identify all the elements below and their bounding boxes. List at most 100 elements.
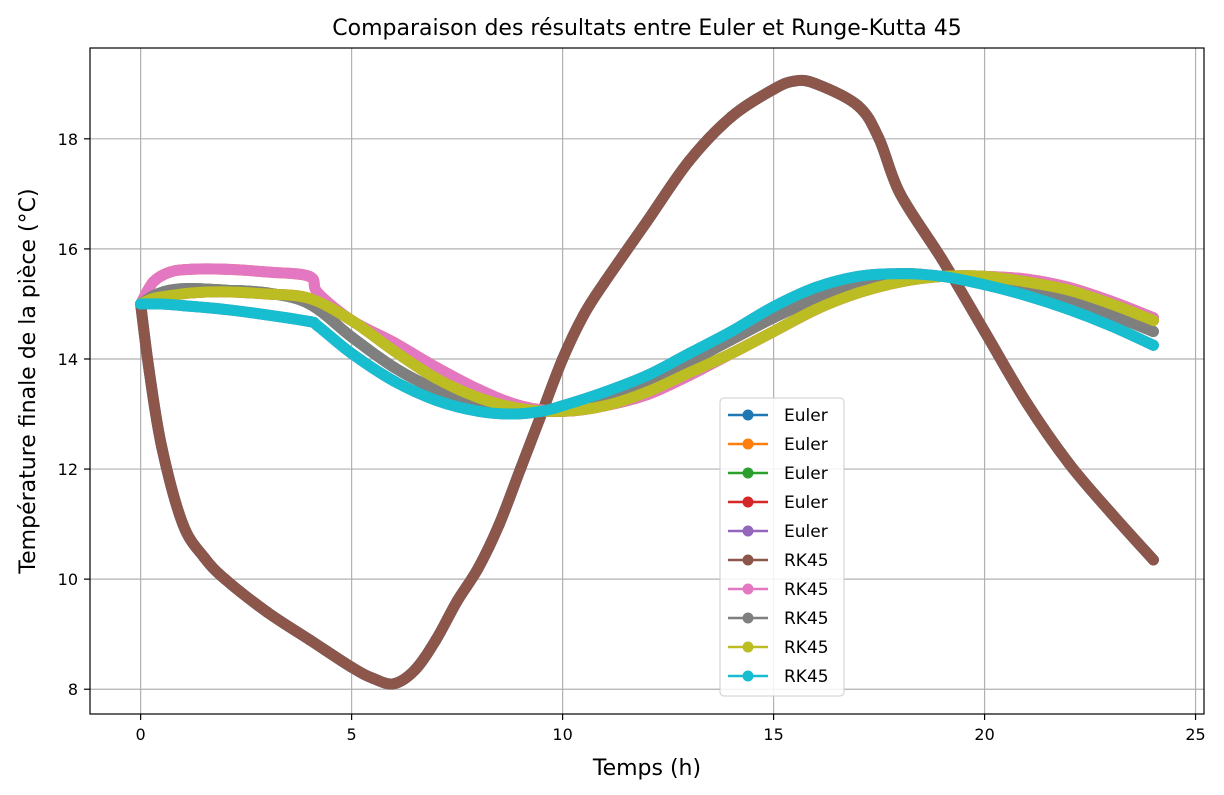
data-point xyxy=(852,270,864,282)
data-point xyxy=(1105,320,1117,332)
legend-swatch-marker xyxy=(742,641,754,653)
data-point xyxy=(261,309,273,321)
data-point xyxy=(1021,276,1033,288)
data-point xyxy=(1021,290,1033,302)
legend-swatch-marker xyxy=(742,409,754,421)
series-line xyxy=(135,268,1159,420)
data-point xyxy=(430,394,442,406)
x-tick-label: 0 xyxy=(136,725,146,744)
data-point xyxy=(1105,507,1117,519)
data-point xyxy=(1105,309,1117,321)
legend-entry: RK45 xyxy=(728,609,829,629)
legend-label: Euler xyxy=(784,493,828,513)
data-point xyxy=(303,316,315,328)
data-point xyxy=(164,266,176,278)
data-point xyxy=(1105,298,1117,310)
data-point xyxy=(346,661,358,673)
data-point xyxy=(451,595,463,607)
data-point xyxy=(472,562,484,574)
data-point xyxy=(894,188,906,200)
data-point xyxy=(1147,339,1159,351)
data-point xyxy=(388,345,400,357)
data-point xyxy=(768,301,780,313)
data-point xyxy=(177,300,189,312)
data-point xyxy=(346,331,358,343)
data-point xyxy=(147,276,159,288)
data-point xyxy=(409,664,421,676)
legend-entry: Euler xyxy=(728,435,828,455)
data-point xyxy=(578,309,590,321)
data-point xyxy=(493,518,505,530)
data-point xyxy=(430,634,442,646)
data-point xyxy=(852,100,864,112)
legend-label: Euler xyxy=(784,406,828,426)
x-tick-label: 10 xyxy=(552,725,572,744)
data-point xyxy=(219,303,231,315)
x-tick-label: 25 xyxy=(1185,725,1205,744)
data-point xyxy=(346,314,358,326)
series-9-rk45 xyxy=(135,268,1159,420)
data-point xyxy=(536,405,548,417)
data-point xyxy=(683,155,695,167)
series-5-rk45 xyxy=(135,74,1159,690)
data-point xyxy=(219,286,231,298)
data-point xyxy=(312,320,324,332)
data-point xyxy=(198,551,210,563)
legend-entry: Euler xyxy=(728,522,828,542)
legend-entry: Euler xyxy=(728,406,828,426)
data-point xyxy=(641,215,653,227)
legend-label: RK45 xyxy=(784,667,829,687)
data-point xyxy=(725,347,737,359)
data-point xyxy=(185,287,197,299)
legend-label: RK45 xyxy=(784,638,829,658)
y-tick-label: 16 xyxy=(58,240,78,259)
data-point xyxy=(164,290,176,302)
data-point xyxy=(430,372,442,384)
data-point xyxy=(472,392,484,404)
legend-entry: Euler xyxy=(728,493,828,513)
data-point xyxy=(979,279,991,291)
data-point xyxy=(641,386,653,398)
y-tick-label: 8 xyxy=(68,680,78,699)
series-layer xyxy=(135,74,1159,690)
legend-label: RK45 xyxy=(784,580,829,600)
y-tick-label: 10 xyxy=(58,570,78,589)
legend-entry: RK45 xyxy=(728,580,829,600)
plot-frame xyxy=(89,47,1205,715)
data-point xyxy=(1147,325,1159,337)
data-point xyxy=(303,634,315,646)
data-point xyxy=(430,383,442,395)
data-point xyxy=(725,325,737,337)
legend-swatch-marker xyxy=(742,554,754,566)
data-point xyxy=(346,347,358,359)
legend-swatch-marker xyxy=(742,467,754,479)
data-point xyxy=(472,405,484,417)
data-point xyxy=(388,375,400,387)
data-point xyxy=(143,364,155,376)
data-point xyxy=(135,298,147,310)
data-point xyxy=(810,281,822,293)
data-point xyxy=(768,312,780,324)
data-point xyxy=(430,361,442,373)
data-point xyxy=(894,268,906,280)
legend-swatch-marker xyxy=(742,496,754,508)
data-point xyxy=(219,573,231,585)
legend-entry: RK45 xyxy=(728,638,829,658)
y-tick-label: 18 xyxy=(58,130,78,149)
x-tick-label: 5 xyxy=(347,725,357,744)
data-point xyxy=(810,292,822,304)
data-point xyxy=(936,254,948,266)
grid xyxy=(90,48,1204,714)
data-point xyxy=(789,75,801,87)
legend-entry: RK45 xyxy=(728,667,829,687)
series-line xyxy=(135,74,1159,690)
data-point xyxy=(599,276,611,288)
legend-swatch-marker xyxy=(742,438,754,450)
data-point xyxy=(683,347,695,359)
data-point xyxy=(156,441,168,453)
legend-entry: RK45 xyxy=(728,551,829,571)
data-point xyxy=(725,111,737,123)
data-point xyxy=(852,287,864,299)
data-point xyxy=(261,288,273,300)
data-point xyxy=(873,133,885,145)
